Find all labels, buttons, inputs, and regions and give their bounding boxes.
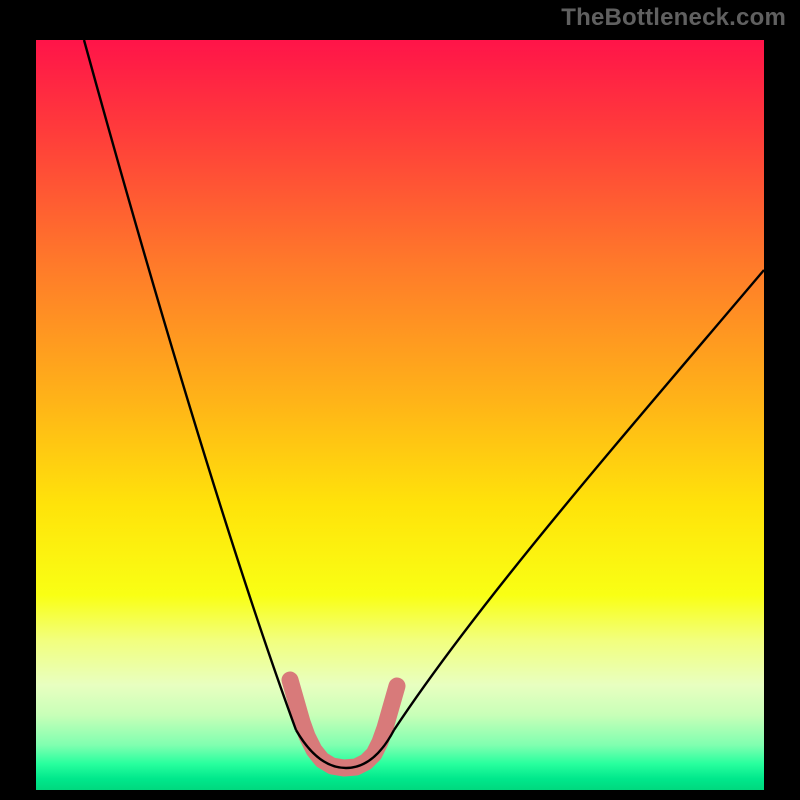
- chart-background: [0, 0, 800, 800]
- bottleneck-chart: TheBottleneck.com: [0, 0, 800, 800]
- plot-area: [36, 40, 764, 790]
- watermark-text: TheBottleneck.com: [561, 4, 786, 32]
